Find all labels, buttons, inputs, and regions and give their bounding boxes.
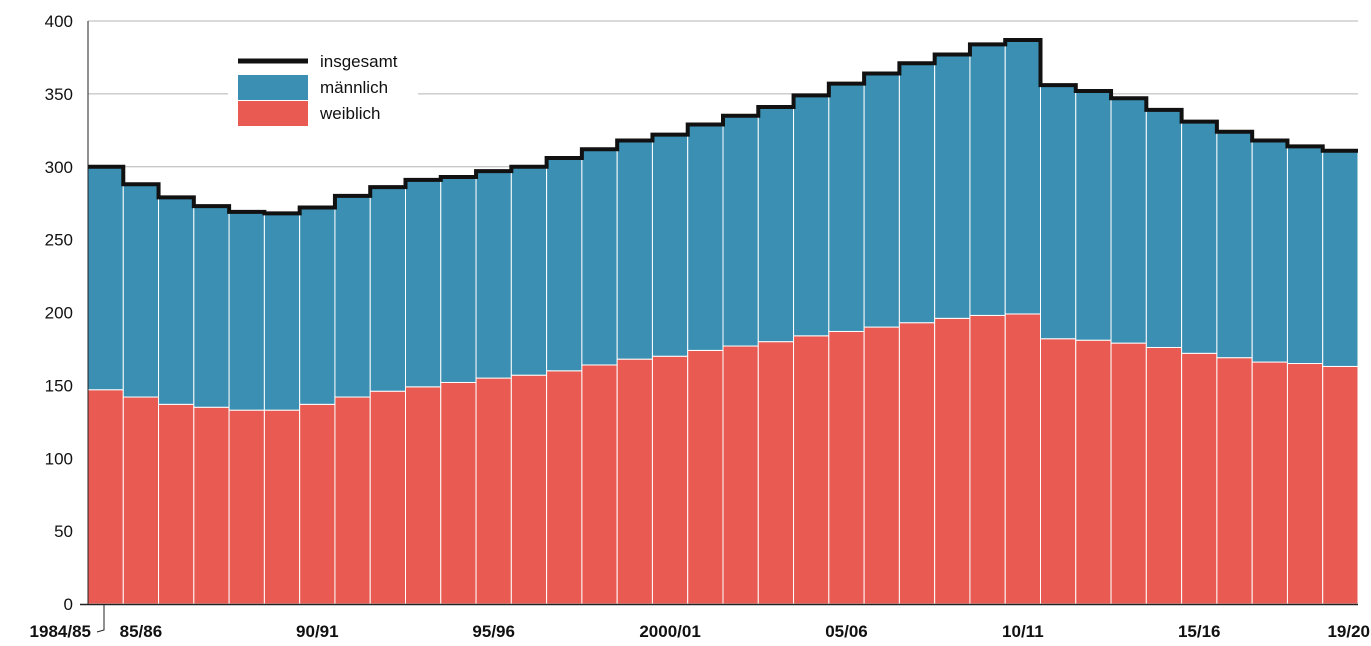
bar-male xyxy=(864,73,899,327)
bar-female xyxy=(688,350,723,604)
bar-female xyxy=(794,336,829,604)
bar-male xyxy=(229,212,264,410)
bar-female xyxy=(406,387,441,604)
bar-male xyxy=(1041,85,1076,339)
bar-female xyxy=(229,410,264,604)
bar-male xyxy=(511,167,546,375)
bar-male xyxy=(441,177,476,383)
bar-male xyxy=(1076,91,1111,340)
bar-female xyxy=(829,331,864,604)
bar-male xyxy=(970,44,1005,315)
bar-female xyxy=(864,327,899,604)
x-tick-label: 10/11 xyxy=(1002,622,1044,641)
bar-female xyxy=(1182,353,1217,604)
x-tick-label: 2000/01 xyxy=(639,622,700,641)
y-tick-label: 300 xyxy=(45,158,73,177)
bar-female xyxy=(88,390,123,604)
bar-female xyxy=(441,382,476,604)
bar-female xyxy=(652,356,687,604)
bar-male xyxy=(476,171,511,378)
bar-female xyxy=(476,378,511,604)
bar-male xyxy=(1323,151,1358,367)
x-tick-label: 15/16 xyxy=(1178,622,1221,641)
bar-male xyxy=(1111,98,1146,343)
x-tick-label: 05/06 xyxy=(825,622,868,641)
legend-swatch-female xyxy=(238,101,308,126)
y-tick-label: 0 xyxy=(64,595,73,614)
bar-male xyxy=(1005,40,1040,314)
bar-male xyxy=(758,107,793,342)
bar-male xyxy=(829,84,864,332)
bar-female xyxy=(582,365,617,604)
bar-male xyxy=(1182,122,1217,354)
bar-male xyxy=(88,167,123,390)
bar-male xyxy=(335,196,370,397)
x-tick-label: 90/91 xyxy=(296,622,339,641)
bar-male xyxy=(688,124,723,350)
bar-male xyxy=(582,149,617,365)
x-tick-label: 1984/85 xyxy=(30,622,91,641)
bar-female xyxy=(300,404,335,604)
bar-female xyxy=(194,407,229,604)
bar-male xyxy=(1252,141,1287,363)
bar-male xyxy=(935,55,970,319)
y-tick-label: 150 xyxy=(45,376,73,395)
bar-male xyxy=(300,208,335,405)
legend-swatch-male xyxy=(238,75,308,100)
bar-female xyxy=(970,315,1005,604)
x-tick-label: 19/20 xyxy=(1327,622,1370,641)
bar-female xyxy=(547,371,582,604)
bar-female xyxy=(370,391,405,604)
bar-female xyxy=(264,410,299,604)
bar-female xyxy=(617,359,652,604)
y-tick-label: 100 xyxy=(45,449,73,468)
x-tick-label: 85/86 xyxy=(120,622,163,641)
bar-female xyxy=(1111,343,1146,604)
bar-male xyxy=(159,197,194,404)
legend-label: weiblich xyxy=(319,104,380,123)
bar-female xyxy=(511,375,546,604)
bar-female xyxy=(159,404,194,604)
bar-female xyxy=(1005,314,1040,604)
bar-female xyxy=(935,318,970,604)
bar-female xyxy=(335,397,370,604)
y-tick-label: 50 xyxy=(54,522,73,541)
bar-male xyxy=(1146,110,1181,348)
bar-male xyxy=(899,63,934,322)
y-tick-label: 400 xyxy=(45,12,73,31)
bar-female xyxy=(723,346,758,604)
bar-male xyxy=(1217,132,1252,358)
bar-male xyxy=(723,116,758,346)
first-tick-bracket xyxy=(97,605,104,632)
bar-male xyxy=(794,95,829,335)
y-tick-label: 350 xyxy=(45,85,73,104)
bar-female xyxy=(899,323,934,604)
bar-male xyxy=(547,158,582,371)
bar-female xyxy=(1217,358,1252,604)
legend: insgesamt männlich weiblich xyxy=(228,46,418,132)
x-tick-label: 95/96 xyxy=(472,622,515,641)
legend-label: männlich xyxy=(320,78,388,97)
bar-female xyxy=(1041,339,1076,604)
bar-male xyxy=(1287,146,1322,363)
y-tick-label: 250 xyxy=(45,231,73,250)
bar-male xyxy=(264,213,299,410)
bar-male xyxy=(370,187,405,391)
bar-female xyxy=(123,397,158,604)
bar-male xyxy=(406,180,441,387)
legend-label: insgesamt xyxy=(320,52,398,71)
bar-female xyxy=(1287,364,1322,604)
bar-female xyxy=(1252,362,1287,604)
bar-male xyxy=(123,184,158,397)
bar-male xyxy=(617,141,652,360)
bar-female xyxy=(1146,347,1181,604)
y-tick-label: 200 xyxy=(45,304,73,323)
bar-female xyxy=(1076,340,1111,604)
bar-male xyxy=(652,135,687,357)
bar-male xyxy=(194,206,229,407)
bar-female xyxy=(758,342,793,604)
bar-female xyxy=(1323,366,1358,604)
